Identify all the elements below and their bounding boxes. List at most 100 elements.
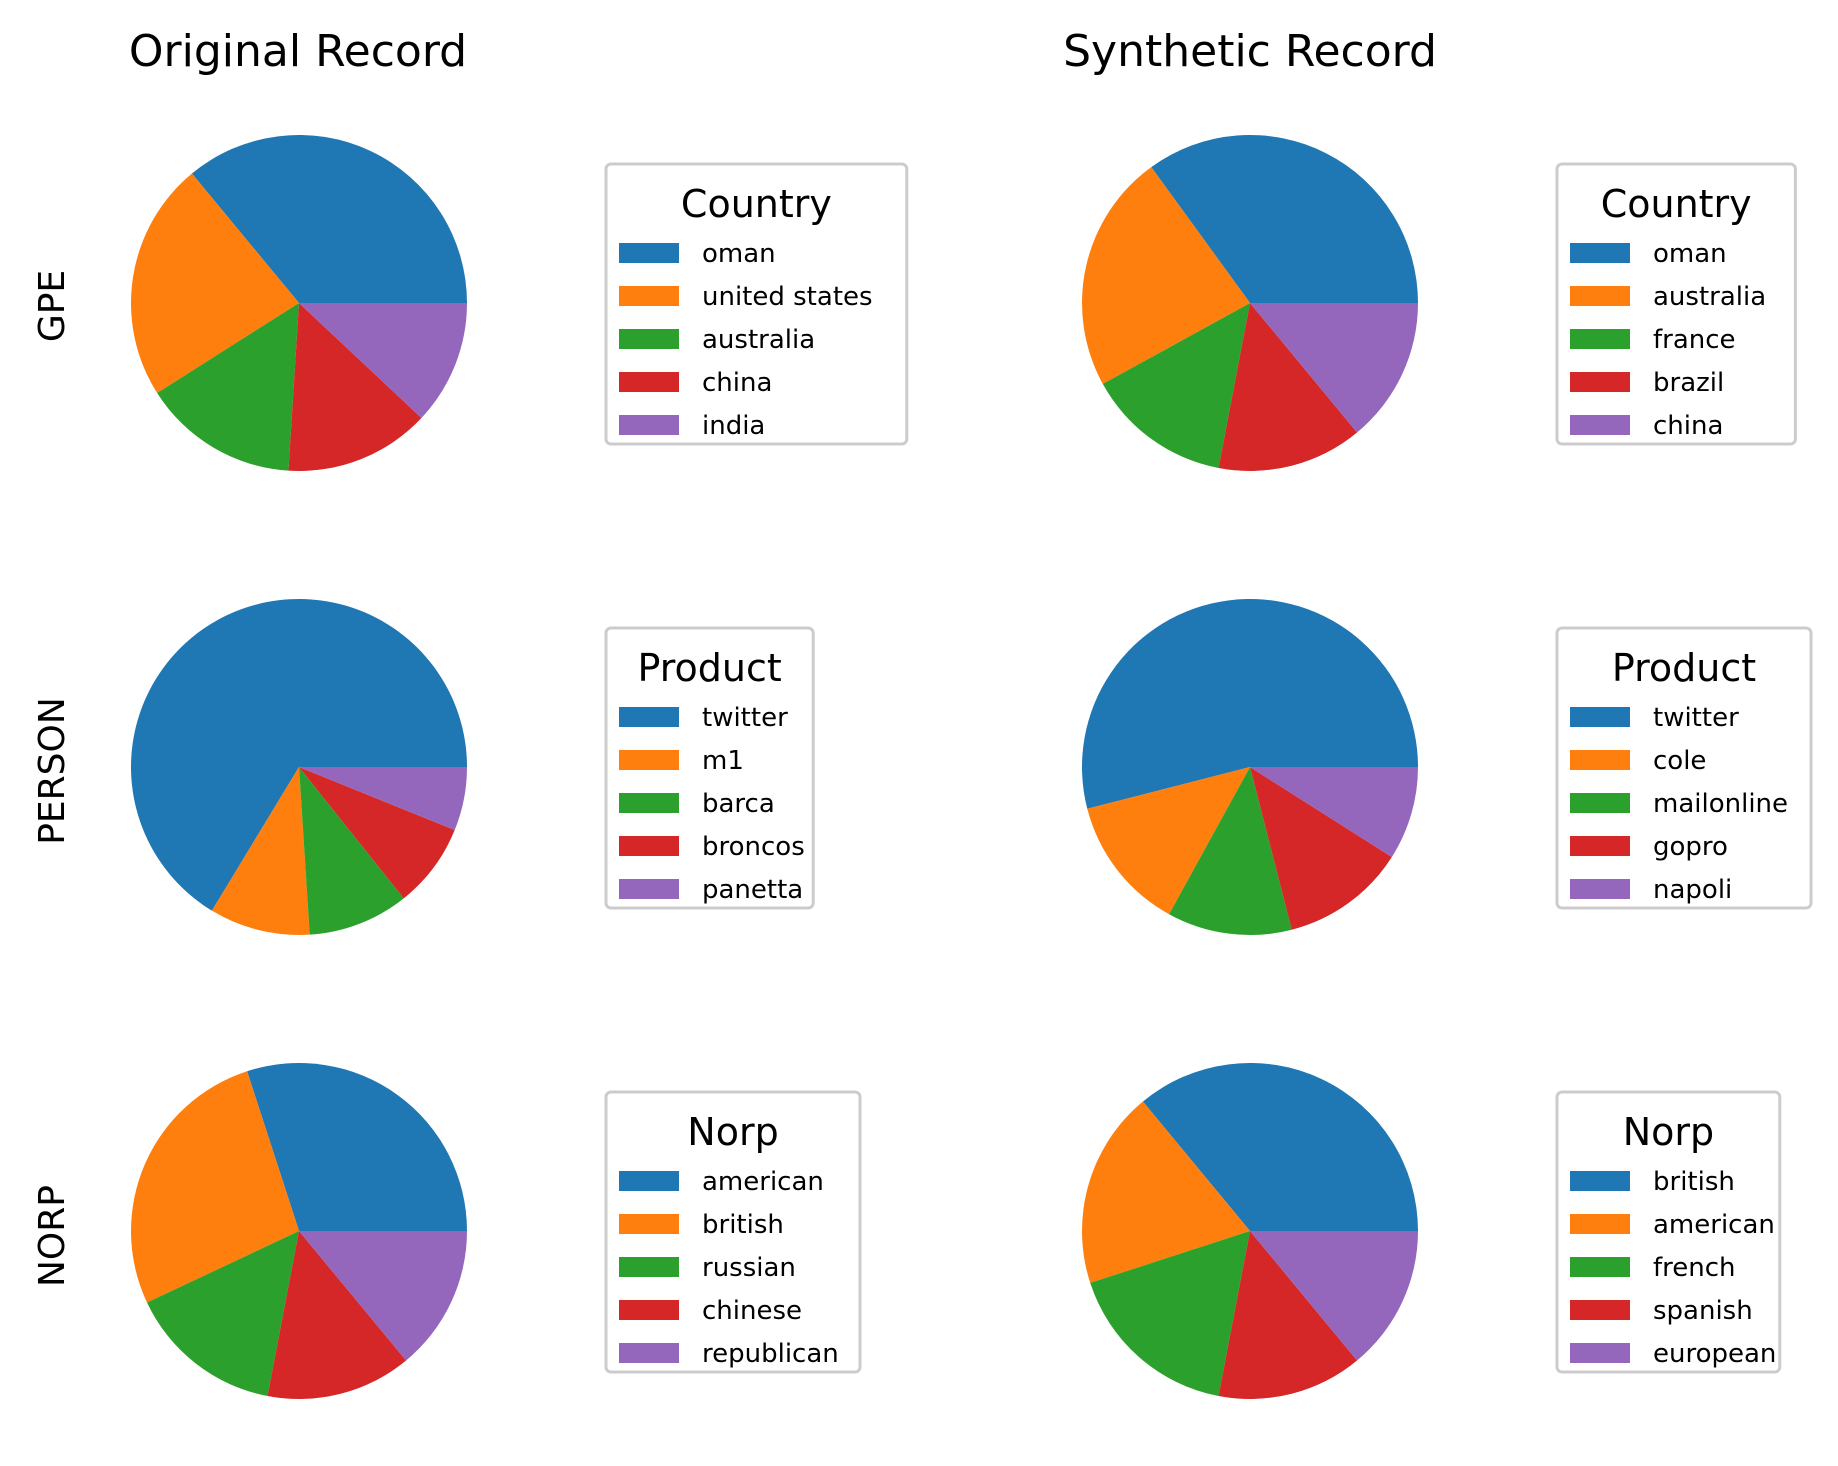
- pie-panel-norp-original: Norp american british russian chinese republi…: [131, 1062, 862, 1399]
- pie-panel-country-original: Country oman united states australia china in…: [130, 134, 909, 472]
- legend-title: Country: [1601, 182, 1752, 226]
- legend-label-spanish: spanish: [1653, 1296, 1753, 1326]
- pie-panel-norp-synthetic: Norp british american french spanish european: [1081, 1062, 1782, 1399]
- pie-panel-country-synthetic: Country oman australia france brazil china: [1082, 135, 1797, 471]
- legend-label-india: india: [702, 411, 765, 441]
- legend-swatch-french: [1570, 1257, 1630, 1277]
- pie-slice-british: [1142, 1062, 1418, 1231]
- legend-swatch-india: [619, 415, 679, 435]
- pie-slice-m1: [211, 767, 310, 935]
- legend-label-m1: m1: [702, 746, 744, 776]
- legend-swatch-panetta: [619, 879, 679, 899]
- legend-label-cole: cole: [1653, 746, 1706, 776]
- legend-label-american: american: [702, 1167, 824, 1197]
- legend-label-united-states: united states: [702, 282, 873, 312]
- legend-swatch-british: [1570, 1171, 1630, 1191]
- legend-swatch-mailonline: [1570, 793, 1630, 813]
- pie-slice-twitter: [1082, 598, 1418, 809]
- legend-label-republican: republican: [702, 1339, 839, 1369]
- row-label-norp: NORP: [32, 1185, 73, 1287]
- legend-swatch-united-states: [619, 286, 679, 306]
- pie-slice-panetta: [299, 767, 467, 831]
- legend-label-oman: oman: [1653, 239, 1727, 269]
- legend-swatch-american: [1570, 1214, 1630, 1234]
- pie-slice-oman: [1151, 135, 1418, 303]
- row-label-person: PERSON: [32, 697, 73, 845]
- column-title-original: Original Record: [129, 26, 467, 77]
- pie-slice-united-states: [130, 173, 299, 394]
- legend-swatch-twitter: [619, 707, 679, 727]
- legend-label-barca: barca: [702, 789, 775, 819]
- legend-swatch-cole: [1570, 750, 1630, 770]
- legend-frame: [604, 162, 909, 446]
- legend-swatch-republican: [619, 1343, 679, 1363]
- pie-slice-cole: [1087, 767, 1250, 915]
- legend-label-broncos: broncos: [702, 832, 805, 862]
- legend-label-british: british: [1653, 1167, 1735, 1197]
- legend-label-china: china: [702, 368, 772, 398]
- legend-title: Norp: [687, 1110, 778, 1154]
- column-title-synthetic: Synthetic Record: [1063, 26, 1437, 77]
- legend-swatch-gopro: [1570, 836, 1630, 856]
- legend-label-france: france: [1653, 325, 1736, 355]
- legend-swatch-oman: [619, 243, 679, 263]
- legend-label-twitter: twitter: [1653, 703, 1739, 733]
- pie-panel-product-synthetic: Product twitter cole mailonline gopro napoli: [1082, 598, 1813, 935]
- legend-label-twitter: twitter: [702, 703, 788, 733]
- legend-swatch-american: [619, 1171, 679, 1191]
- legend-title: Product: [1612, 646, 1756, 690]
- pie-slice-india: [299, 303, 467, 418]
- pie-slice-broncos: [299, 767, 455, 899]
- pie-slice-oman: [191, 134, 467, 303]
- legend-swatch-france: [1570, 329, 1630, 349]
- legend-label-australia: australia: [1653, 282, 1766, 312]
- legend-label-mailonline: mailonline: [1653, 789, 1788, 819]
- legend-title: Country: [681, 182, 832, 226]
- legend-norp-original: Norp american british russian chinese republi…: [604, 1090, 862, 1374]
- legend-label-french: french: [1653, 1253, 1736, 1283]
- pie-panel-product-original: Product twitter m1 barca broncos panetta: [131, 598, 815, 935]
- legend-label-china: china: [1653, 411, 1723, 441]
- pie-slice-spanish: [1218, 1231, 1358, 1399]
- pie-slice-barca: [299, 767, 404, 935]
- pie-slice-napoli: [1250, 767, 1418, 858]
- legend-swatch-european: [1570, 1343, 1630, 1363]
- pie-slice-republican: [299, 1231, 467, 1361]
- legend-product-synthetic: Product twitter cole mailonline gopro napoli: [1555, 626, 1813, 910]
- chart-panels: Country oman united states australia china in…: [130, 134, 1813, 1399]
- pie-slice-australia: [1082, 167, 1250, 384]
- pie-slice-american: [247, 1062, 468, 1231]
- pie-slice-french: [1090, 1231, 1250, 1397]
- legend-label-british: british: [702, 1210, 784, 1240]
- legend-swatch-russian: [619, 1257, 679, 1277]
- legend-swatch-twitter: [1570, 707, 1630, 727]
- row-label-gpe: GPE: [32, 270, 73, 342]
- legend-swatch-m1: [619, 750, 679, 770]
- pie-slice-france: [1102, 303, 1250, 469]
- pie-slice-american: [1081, 1101, 1250, 1283]
- legend-swatch-napoli: [1570, 879, 1630, 899]
- legend-swatch-broncos: [619, 836, 679, 856]
- legend-product-original: Product twitter m1 barca broncos panetta: [604, 626, 815, 910]
- pie-slice-china: [288, 303, 422, 472]
- legend-swatch-australia: [619, 329, 679, 349]
- legend-label-russian: russian: [702, 1253, 796, 1283]
- legend-swatch-china: [1570, 415, 1630, 435]
- legend-country-original: Country oman united states australia china in…: [604, 162, 909, 446]
- legend-label-napoli: napoli: [1653, 875, 1732, 905]
- legend-label-brazil: brazil: [1653, 368, 1724, 398]
- legend-swatch-spanish: [1570, 1300, 1630, 1320]
- legend-swatch-barca: [619, 793, 679, 813]
- legend-norp-synthetic: Norp british american french spanish european: [1555, 1090, 1782, 1374]
- pie-slice-chinese: [267, 1231, 407, 1399]
- legend-label-gopro: gopro: [1653, 832, 1728, 862]
- legend-swatch-china: [619, 372, 679, 392]
- legend-label-oman: oman: [702, 239, 776, 269]
- pie-slice-brazil: [1218, 303, 1358, 471]
- pie-slice-russian: [146, 1231, 299, 1397]
- legend-swatch-chinese: [619, 1300, 679, 1320]
- legend-title: Norp: [1623, 1110, 1714, 1154]
- pie-slice-china: [1250, 303, 1418, 433]
- pie-slice-gopro: [1250, 767, 1392, 930]
